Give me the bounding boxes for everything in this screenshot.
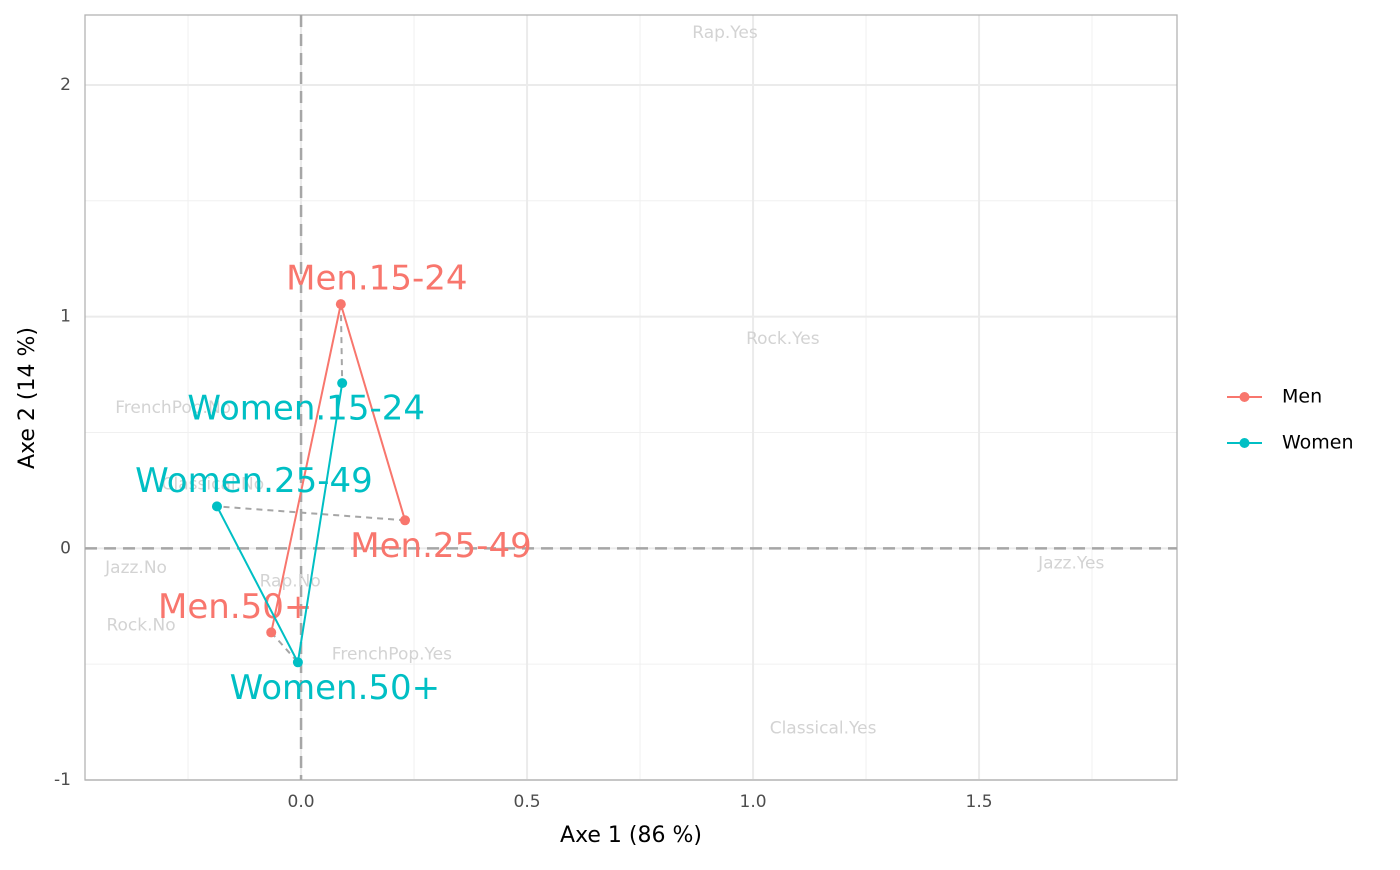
column-label: Rock.Yes — [746, 329, 820, 349]
y-axis-label: Axe 2 (14 %) — [15, 327, 40, 469]
column-label: FrenchPop.Yes — [332, 644, 452, 664]
x-tick-label: 1.0 — [740, 792, 767, 812]
x-tick-label: 1.5 — [966, 792, 993, 812]
column-label: Rap.Yes — [692, 23, 758, 43]
point — [335, 299, 346, 310]
plot-border — [84, 14, 1178, 781]
column-label: Classical.No — [162, 474, 264, 494]
point — [292, 657, 303, 668]
column-label: FrenchPop.No — [115, 398, 231, 418]
y-tick-label: -1 — [54, 770, 71, 790]
column-label: Rock.No — [106, 615, 175, 635]
y-tick-label: 0 — [60, 538, 71, 558]
point-label: Women.15-24 — [187, 389, 425, 429]
legend-point — [1239, 438, 1250, 448]
point-label: Men.50+ — [158, 587, 312, 627]
legend-label: Men — [1282, 386, 1322, 408]
point-label: Men.15-24 — [286, 259, 467, 299]
point — [337, 378, 348, 389]
point — [211, 501, 222, 512]
y-tick-label: 2 — [60, 75, 71, 95]
column-label: Classical.Yes — [770, 719, 877, 739]
column-label: Jazz.Yes — [1037, 553, 1104, 573]
y-tick-label: 1 — [60, 307, 71, 327]
point-label: Men.25-49 — [350, 526, 531, 566]
legend-label: Women — [1282, 432, 1354, 454]
pair-link — [270, 631, 299, 663]
x-tick-label: 0.0 — [288, 792, 315, 812]
x-axis-label: Axe 1 (86 %) — [560, 823, 702, 848]
legend-point — [1239, 392, 1250, 402]
point-label: Women.50+ — [230, 668, 441, 708]
column-label: Jazz.No — [104, 558, 167, 578]
point — [400, 515, 411, 526]
pair-link — [339, 304, 344, 384]
pair-link — [216, 505, 406, 522]
point — [266, 627, 277, 638]
point-label: Women.25-49 — [135, 461, 373, 501]
x-tick-label: 0.5 — [514, 792, 541, 812]
column-label: Rap.No — [260, 571, 321, 591]
